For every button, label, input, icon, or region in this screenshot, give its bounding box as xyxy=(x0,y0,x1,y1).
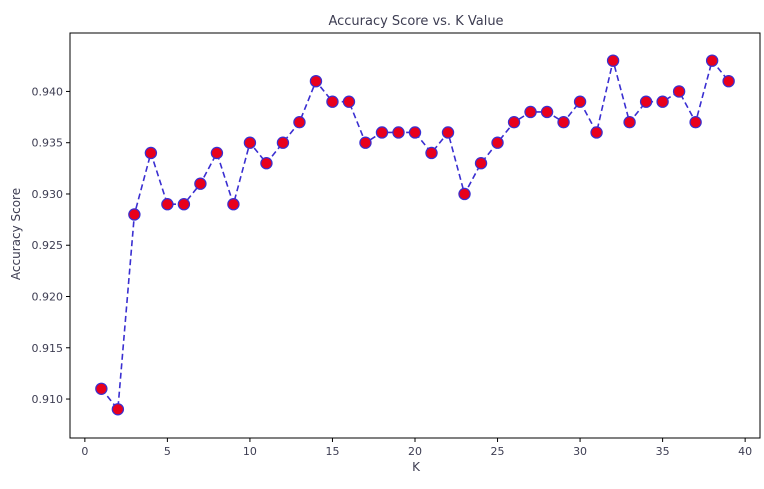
x-tick-label: 10 xyxy=(243,445,257,458)
data-point xyxy=(507,115,521,129)
chart-title: Accuracy Score vs. K Value xyxy=(328,14,503,29)
data-point xyxy=(359,136,372,149)
series-line-layer xyxy=(100,58,730,412)
plot-frame xyxy=(69,32,761,439)
data-point xyxy=(194,177,207,190)
data-point xyxy=(623,115,636,129)
x-tick-label: 0 xyxy=(81,445,88,458)
data-point xyxy=(309,74,323,88)
data-point xyxy=(342,95,356,108)
y-tick-label: 0.935 xyxy=(32,137,64,150)
y-ticks-layer: 0.910 0.915 0.920 0.925 0.930 0.935 0.940 xyxy=(32,85,70,406)
series-line xyxy=(100,58,730,412)
data-point xyxy=(573,95,587,108)
y-tick-label: 0.920 xyxy=(32,291,64,304)
y-tick-label: 0.915 xyxy=(32,342,64,355)
data-point xyxy=(293,115,306,129)
data-point xyxy=(392,126,405,139)
y-tick-label: 0.925 xyxy=(32,239,64,252)
series-points-layer xyxy=(95,54,735,416)
data-point xyxy=(243,136,257,149)
data-point xyxy=(639,95,653,108)
x-ticks-layer: 0 5 10 15 20 25 30 35 40 xyxy=(81,438,752,458)
x-tick-label: 30 xyxy=(573,445,587,458)
x-tick-label: 25 xyxy=(491,445,505,458)
data-point xyxy=(656,95,669,108)
data-point xyxy=(111,403,125,416)
data-point xyxy=(441,126,455,139)
data-point xyxy=(128,208,141,221)
y-tick-label: 0.910 xyxy=(32,393,64,406)
data-point xyxy=(326,95,339,108)
x-tick-label: 35 xyxy=(656,445,670,458)
data-point xyxy=(606,54,620,67)
data-point xyxy=(227,198,240,211)
data-point xyxy=(474,157,488,170)
data-point xyxy=(689,115,702,129)
data-point xyxy=(557,115,570,129)
data-point xyxy=(425,146,438,160)
y-tick-label: 0.930 xyxy=(32,188,64,201)
data-point xyxy=(260,157,273,170)
data-point xyxy=(375,126,389,139)
data-point xyxy=(491,136,504,149)
y-tick-label: 0.940 xyxy=(32,85,64,98)
data-point xyxy=(540,105,554,119)
x-tick-label: 15 xyxy=(325,445,339,458)
data-point xyxy=(144,146,158,160)
x-tick-label: 5 xyxy=(164,445,171,458)
y-axis-label: Accuracy Score xyxy=(9,188,23,280)
data-point xyxy=(408,126,422,139)
data-point xyxy=(276,136,290,149)
data-point xyxy=(458,187,471,201)
x-axis-label: K xyxy=(412,460,421,474)
data-point xyxy=(210,146,224,160)
data-point xyxy=(722,74,735,88)
data-point xyxy=(590,126,603,139)
x-tick-label: 20 xyxy=(408,445,422,458)
data-point xyxy=(95,382,108,395)
data-point xyxy=(672,85,686,98)
x-tick-label: 40 xyxy=(738,445,752,458)
data-point xyxy=(177,198,191,211)
data-point xyxy=(705,54,719,67)
data-point xyxy=(524,105,537,119)
data-point xyxy=(161,198,174,211)
